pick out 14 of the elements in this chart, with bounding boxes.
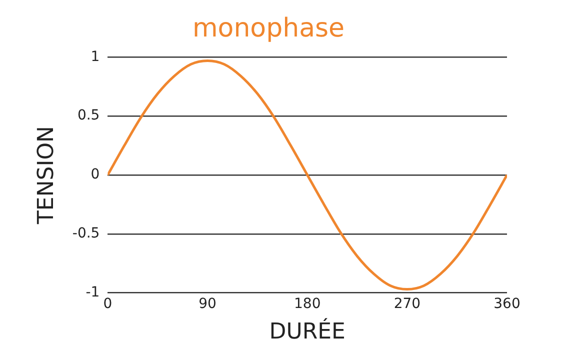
y-tick-label: 0.5 <box>77 108 100 124</box>
y-tick-label: 0 <box>90 166 100 183</box>
y-tick-label: -1 <box>86 284 100 300</box>
y-axis-title: TENSION <box>34 126 59 226</box>
x-tick-label: 270 <box>394 296 421 312</box>
line-series <box>108 59 507 291</box>
x-tick-label: 180 <box>294 296 321 312</box>
chart-title: monophase <box>192 13 345 44</box>
y-tick-label: 1 <box>90 48 100 65</box>
x-axis-title: DURÉE <box>269 318 346 345</box>
y-tick-label: -0.5 <box>72 226 100 242</box>
x-tick-label: 0 <box>103 296 112 312</box>
x-tick-label: 360 <box>494 296 520 312</box>
x-tick-label: 90 <box>198 296 216 312</box>
